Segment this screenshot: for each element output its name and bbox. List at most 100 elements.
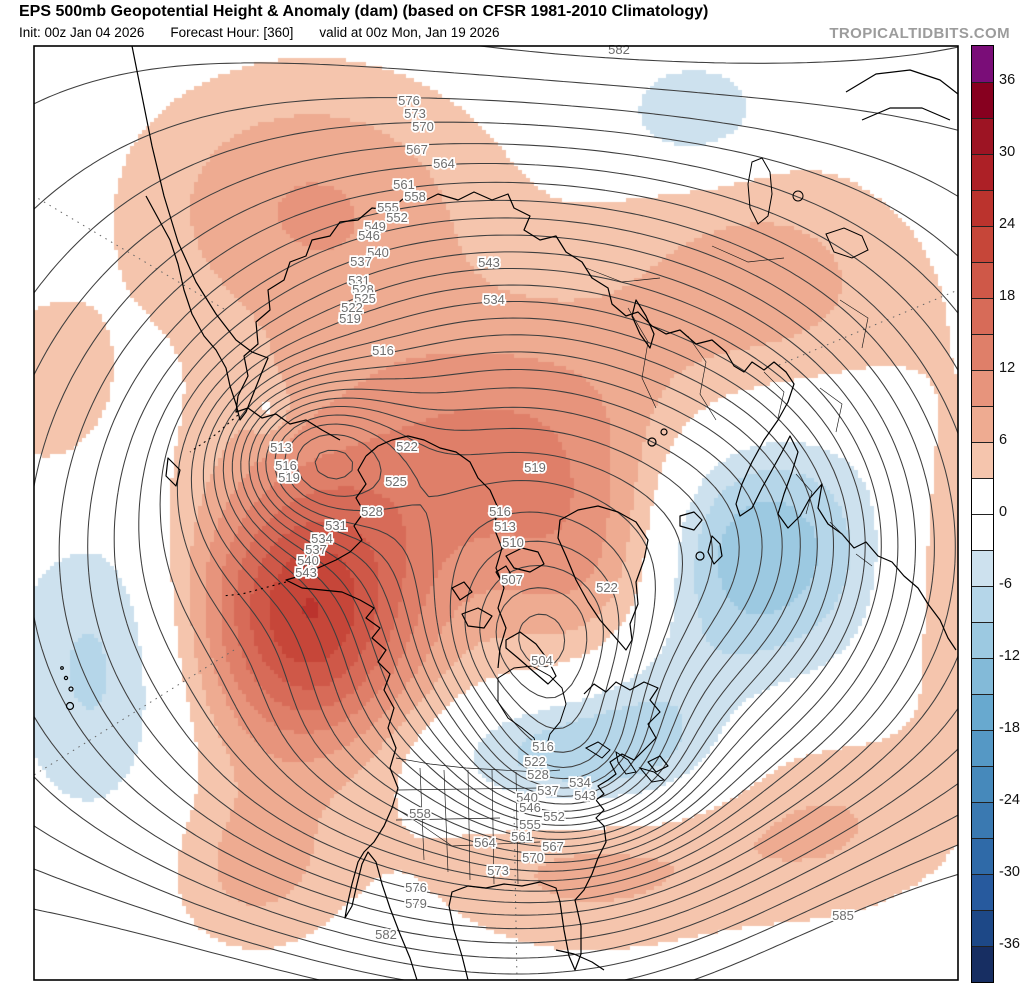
contour-label: 558 xyxy=(404,189,426,204)
contour-label: 552 xyxy=(543,809,565,824)
contour-label: 534 xyxy=(569,775,591,790)
contour-label: 543 xyxy=(478,255,500,270)
contour-label: 525 xyxy=(354,291,376,306)
contour-label: 516 xyxy=(372,343,394,358)
contour-label: 504 xyxy=(531,653,553,668)
forecast-hour-label: Forecast Hour: [360] xyxy=(170,25,294,40)
coast-na-west xyxy=(285,455,418,980)
colorbar-tick: -24 xyxy=(999,792,1020,808)
contour-label: 537 xyxy=(350,254,372,269)
aleutian-islands xyxy=(221,581,287,597)
lakes-erie-ontario xyxy=(638,767,666,783)
height-contour-507 xyxy=(495,587,588,699)
contour-label: 531 xyxy=(325,518,347,533)
run-info: Init: 00z Jan 04 2026 Forecast Hour: [360… xyxy=(19,25,526,40)
contour-label: 582 xyxy=(375,927,397,942)
contour-label: 513 xyxy=(494,519,516,534)
colorbar-tick: 24 xyxy=(999,216,1016,232)
coast-mideast xyxy=(861,107,951,121)
height-contour-537 xyxy=(231,351,801,826)
hawaii-big-island xyxy=(65,701,75,711)
graticule-lines xyxy=(34,195,958,980)
colorbar-tick: -36 xyxy=(999,936,1020,952)
colorbar-cell xyxy=(972,154,993,190)
contour-labels: 5825765735705675645615585555525495465435… xyxy=(268,40,855,944)
ellesmere-island xyxy=(505,547,545,573)
contour-label: 564 xyxy=(433,156,455,171)
caspian-sea xyxy=(747,157,773,225)
contour-label: 528 xyxy=(352,282,374,297)
contour-label: 519 xyxy=(524,460,546,475)
height-contour-510 xyxy=(479,564,604,730)
height-contour-504 xyxy=(518,613,566,668)
contour-label: 540 xyxy=(367,245,389,260)
britain xyxy=(707,535,723,565)
contour-label: 522 xyxy=(596,580,618,595)
contour-label: 546 xyxy=(519,800,541,815)
contour-label: 585 xyxy=(832,908,854,923)
height-contour-582 xyxy=(34,62,958,980)
colorbar-cell xyxy=(972,802,993,838)
colorbar-tick: 36 xyxy=(999,72,1016,88)
contour-label: 522 xyxy=(524,754,546,769)
height-contour-531 xyxy=(248,387,763,812)
hawaii-kauai xyxy=(60,666,64,670)
contour-label: 513 xyxy=(270,440,292,455)
colorbar-cell xyxy=(972,118,993,154)
colorbar-cell xyxy=(972,946,993,982)
height-contour-579 xyxy=(34,97,958,975)
colorbar-cell xyxy=(972,334,993,370)
colorbar-cell xyxy=(972,694,993,730)
colorbar-tick: -30 xyxy=(999,864,1020,880)
contour-label: 570 xyxy=(522,850,544,865)
hawaii-oahu xyxy=(63,675,69,681)
contour-label: 570 xyxy=(412,119,434,134)
height-contour-513 xyxy=(314,449,620,753)
contour-label: 540 xyxy=(297,553,319,568)
contour-label: 567 xyxy=(542,839,564,854)
page-title: EPS 500mb Geopotential Height & Anomaly … xyxy=(19,3,709,20)
colorbar-tick: -12 xyxy=(999,648,1020,664)
contour-label: 537 xyxy=(537,783,559,798)
height-contour-543 xyxy=(213,317,835,840)
height-contour-534 xyxy=(240,368,783,819)
contour-label: 555 xyxy=(377,200,399,215)
coast-east-asia xyxy=(131,46,269,421)
contour-label: 522 xyxy=(396,439,418,454)
contour-label: 549 xyxy=(364,219,386,234)
black-sea xyxy=(825,227,869,259)
newfoundland xyxy=(647,755,669,773)
contour-label: 516 xyxy=(532,739,554,754)
japan xyxy=(165,457,181,487)
contour-label: 582 xyxy=(608,42,630,57)
colorbar-cell xyxy=(972,658,993,694)
colorbar-cell xyxy=(972,550,993,586)
height-contour-567 xyxy=(58,181,958,916)
contour-label: 546 xyxy=(358,228,380,243)
colorbar-cell xyxy=(972,622,993,658)
colorbar-cell xyxy=(972,838,993,874)
coast-na-east xyxy=(448,681,661,980)
height-contour-558 xyxy=(138,234,917,882)
svalbard xyxy=(647,437,657,447)
contour-label: 534 xyxy=(311,531,333,546)
colorbar-cell xyxy=(972,910,993,946)
colorbar-cell xyxy=(972,46,993,82)
iceland xyxy=(679,511,703,531)
contour-label: 543 xyxy=(574,788,596,803)
coast-siberia-europe xyxy=(235,191,957,651)
site-watermark: TROPICALTIDBITS.COM xyxy=(829,25,1010,42)
contour-label: 561 xyxy=(511,829,533,844)
political-borders xyxy=(391,245,873,885)
height-contour-555 xyxy=(159,251,899,872)
baffin-island xyxy=(505,631,557,685)
colorbar-cell xyxy=(972,190,993,226)
colorbar-tick: 12 xyxy=(999,360,1016,376)
contour-label: 561 xyxy=(393,177,415,192)
contour-label: 540 xyxy=(516,790,538,805)
contour-label: 573 xyxy=(404,106,426,121)
banks-island xyxy=(451,581,473,601)
coast-mediterranean xyxy=(845,69,958,95)
